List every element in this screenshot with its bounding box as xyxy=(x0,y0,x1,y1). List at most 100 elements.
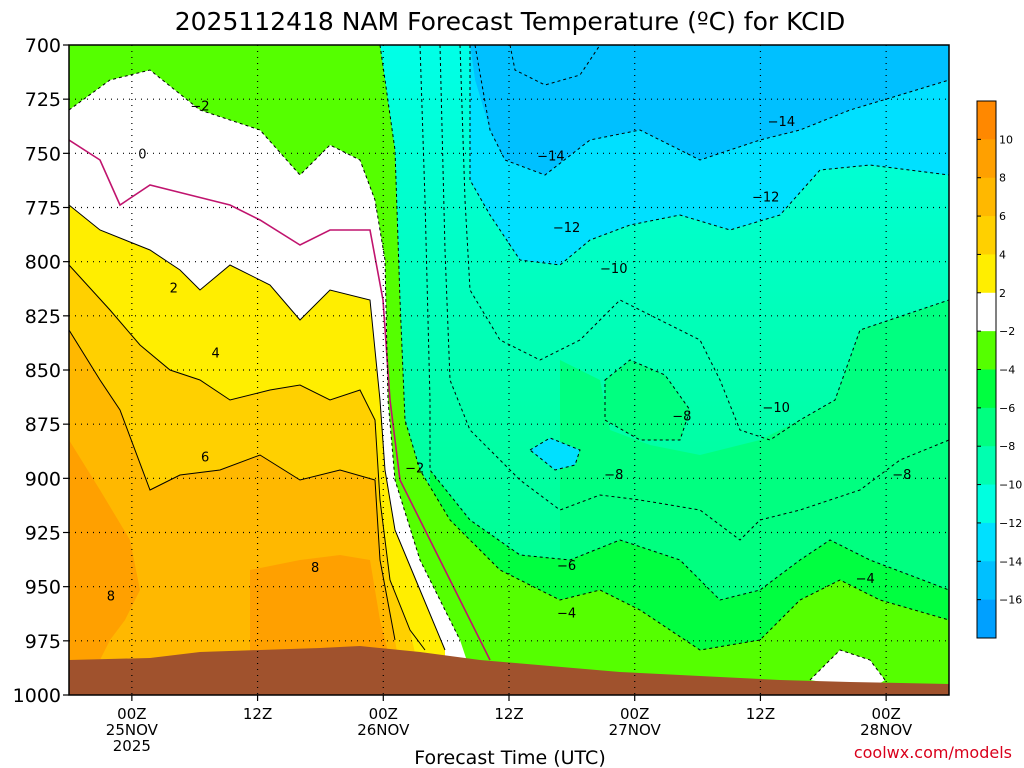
colorbar-label: 2 xyxy=(999,287,1006,300)
contour-label: −6 xyxy=(557,559,576,574)
x-axis-label: Forecast Time (UTC) xyxy=(414,747,605,768)
y-tick-label: 875 xyxy=(25,414,61,436)
y-tick-label: 900 xyxy=(25,468,61,490)
x-tick-label: 00Z xyxy=(369,705,398,723)
colorbar-label: 6 xyxy=(999,210,1006,223)
colorbar-label: −8 xyxy=(999,440,1015,453)
y-tick-label: 975 xyxy=(25,631,61,653)
x-tick-label: 00Z xyxy=(871,705,900,723)
contour-label: −8 xyxy=(892,468,911,483)
contour-label: −4 xyxy=(557,607,576,622)
x-tick-label: 2025 xyxy=(113,737,151,755)
contour-minus-12-pocket xyxy=(529,437,581,471)
contour-label: 0 xyxy=(138,147,146,162)
colorbar-label: −16 xyxy=(999,594,1022,607)
temperature-field xyxy=(69,45,949,695)
chart-title: 2025112418 NAM Forecast Temperature (ºC)… xyxy=(175,7,845,36)
colorbar-swatch xyxy=(977,599,996,639)
x-tick-label: 00Z xyxy=(620,705,649,723)
y-tick-label: 1000 xyxy=(13,685,61,707)
y-tick-label: 750 xyxy=(25,143,61,165)
y-tick-label: 850 xyxy=(25,360,61,382)
colorbar-swatch xyxy=(977,292,996,332)
contour-minus-10-pocket xyxy=(604,359,691,441)
contour-label: −12 xyxy=(752,191,779,206)
band-8-mid xyxy=(250,555,390,660)
x-tick-label: 27NOV xyxy=(609,721,662,739)
contour-label: −8 xyxy=(604,468,623,483)
terrain xyxy=(69,646,949,695)
grid-lines xyxy=(69,45,949,695)
colorbar-label: 10 xyxy=(999,133,1013,146)
contour-minus-14 xyxy=(474,45,949,176)
credit-text: coolwx.com/models xyxy=(854,743,1012,762)
colorbar-swatch xyxy=(977,522,996,562)
x-tick-label: 00Z xyxy=(117,705,146,723)
contour-label: −14 xyxy=(768,115,795,130)
colorbar-label: 4 xyxy=(999,248,1006,261)
x-tick-label: 12Z xyxy=(494,705,523,723)
y-axis: 700 725 750 775 800 825 850 875 900 925 950 975 1000 xyxy=(13,35,69,707)
y-tick-label: 700 xyxy=(25,35,61,57)
colorbar-swatch xyxy=(977,484,996,524)
y-tick-label: 725 xyxy=(25,89,61,111)
contour-minus-6 xyxy=(419,45,949,601)
pocket-zero-late xyxy=(810,650,885,690)
x-tick-label: 12Z xyxy=(243,705,272,723)
band-8 xyxy=(69,440,140,690)
colorbar-swatch xyxy=(977,177,996,217)
contour-label: −14 xyxy=(537,150,564,165)
contour-label: 8 xyxy=(311,561,319,576)
contour-minus-8 xyxy=(439,45,949,541)
y-tick-label: 825 xyxy=(25,306,61,328)
contour-labels: −2 0 2 4 6 8 8 −2 −14 −14 −12 −12 −10 −10 −8 −8 −8 −6 −4 −4 xyxy=(107,100,912,622)
contour-minus-10 xyxy=(459,45,949,441)
y-tick-label: 950 xyxy=(25,577,61,599)
contour-label: 2 xyxy=(170,282,178,297)
x-tick-label: 12Z xyxy=(746,705,775,723)
colorbar-label: −10 xyxy=(999,479,1022,492)
y-tick-label: 925 xyxy=(25,523,61,545)
contour-lines xyxy=(69,45,949,681)
pocket-minus-10 xyxy=(605,360,690,440)
cold-core-minus-14 xyxy=(470,45,949,175)
contour-6 xyxy=(69,329,396,641)
colorbar-label: −4 xyxy=(999,364,1015,377)
contour-label: 8 xyxy=(107,589,115,604)
x-tick-label: 26NOV xyxy=(357,721,410,739)
colorbar-label: −2 xyxy=(999,325,1015,338)
colorbar-label: −12 xyxy=(999,517,1022,530)
colorbar: 10 8 6 4 2 −2 −4 −6 −8 −10 −12 −14 −16 xyxy=(976,100,1022,639)
colorbar-swatch xyxy=(977,369,996,409)
colorbar-swatch xyxy=(977,331,996,370)
contour-label: −10 xyxy=(600,262,627,277)
contour-terrain-edge xyxy=(809,649,886,681)
colorbar-label: −14 xyxy=(999,555,1022,568)
contour-4 xyxy=(69,264,426,651)
contour-label: −4 xyxy=(856,572,875,587)
colorbar-label: 8 xyxy=(999,172,1006,185)
colorbar-swatch xyxy=(977,446,996,486)
contour-label: 6 xyxy=(201,451,209,466)
contour-label: 4 xyxy=(212,347,220,362)
contour-label: −2 xyxy=(190,100,209,115)
freezing-line xyxy=(69,139,491,661)
colorbar-swatch xyxy=(977,101,996,140)
contour-label: −8 xyxy=(672,410,691,425)
contour-minus-12 xyxy=(469,45,949,266)
y-tick-label: 775 xyxy=(25,198,61,220)
pocket-minus-12 xyxy=(530,438,580,470)
cold-core-minus-12 xyxy=(470,45,949,265)
colorbar-swatch xyxy=(977,139,996,179)
contour-2 xyxy=(69,204,446,651)
contour-label: −2 xyxy=(405,462,424,477)
contour-label: −10 xyxy=(762,401,789,416)
colorbar-swatch xyxy=(977,407,996,447)
contour-minus-2 xyxy=(69,69,461,641)
colorbar-swatch xyxy=(977,254,996,294)
x-tick-label: 28NOV xyxy=(860,721,913,739)
contour-label: −12 xyxy=(553,221,580,236)
x-tick-label: 25NOV xyxy=(106,721,159,739)
